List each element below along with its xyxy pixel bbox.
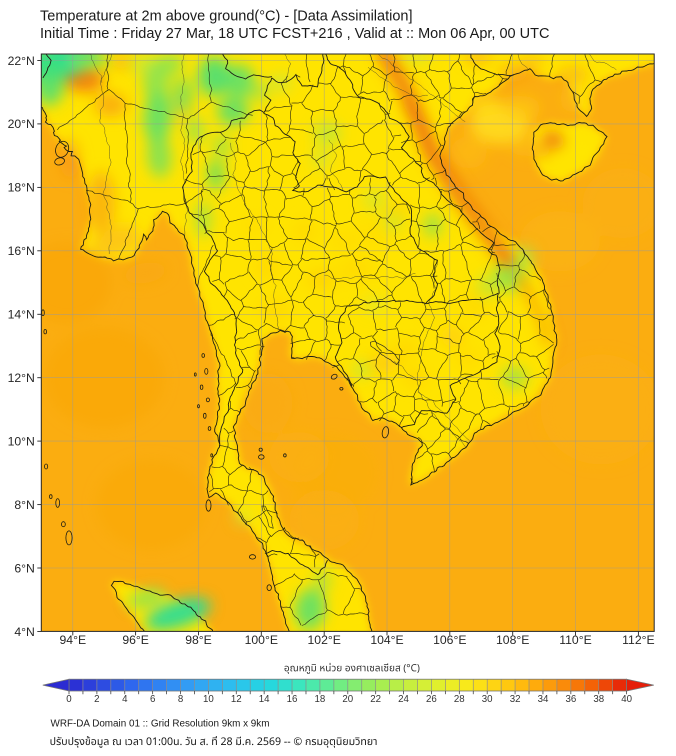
svg-text:6: 6: [150, 694, 155, 705]
svg-text:0: 0: [66, 694, 72, 705]
svg-text:28: 28: [454, 694, 465, 705]
svg-text:16°N: 16°N: [8, 244, 35, 258]
svg-text:4°N: 4°N: [14, 625, 34, 639]
svg-text:10°N: 10°N: [8, 434, 35, 448]
svg-text:8: 8: [178, 694, 183, 705]
svg-text:20: 20: [342, 694, 353, 705]
svg-text:98°E: 98°E: [185, 633, 212, 647]
svg-text:38: 38: [593, 694, 604, 705]
svg-text:20°N: 20°N: [8, 117, 35, 131]
svg-text:22: 22: [370, 694, 381, 705]
svg-text:108°E: 108°E: [496, 633, 529, 647]
svg-text:18°N: 18°N: [8, 181, 35, 195]
svg-text:WRF-DA Domain 01 :: Grid Resol: WRF-DA Domain 01 :: Grid Resolution 9km …: [51, 719, 270, 730]
svg-text:30: 30: [482, 694, 493, 705]
svg-text:2: 2: [94, 694, 99, 705]
svg-text:14: 14: [259, 694, 270, 705]
svg-text:112°E: 112°E: [622, 633, 654, 647]
svg-text:14°N: 14°N: [8, 308, 35, 322]
svg-text:110°E: 110°E: [559, 633, 591, 647]
svg-text:32: 32: [510, 694, 521, 705]
svg-text:26: 26: [426, 694, 437, 705]
svg-text:40: 40: [621, 694, 632, 705]
svg-text:6°N: 6°N: [14, 561, 34, 575]
svg-text:8°N: 8°N: [14, 498, 34, 512]
svg-text:12: 12: [231, 694, 242, 705]
svg-text:22°N: 22°N: [8, 54, 35, 68]
svg-text:10: 10: [203, 694, 214, 705]
svg-text:96°E: 96°E: [122, 633, 149, 647]
svg-text:24: 24: [398, 694, 409, 705]
svg-text:94°E: 94°E: [60, 633, 87, 647]
svg-text:34: 34: [538, 694, 549, 705]
svg-text:12°N: 12°N: [8, 371, 35, 385]
svg-text:Initial Time : Friday 27 Mar,: Initial Time : Friday 27 Mar, 18 UTC FCS…: [40, 26, 549, 42]
svg-text:36: 36: [565, 694, 576, 705]
svg-text:16: 16: [287, 694, 298, 705]
svg-text:18: 18: [315, 694, 326, 705]
svg-text:104°E: 104°E: [370, 633, 403, 647]
svg-text:102°E: 102°E: [308, 633, 341, 647]
svg-text:106°E: 106°E: [433, 633, 466, 647]
svg-text:100°E: 100°E: [245, 633, 278, 647]
svg-text:4: 4: [122, 694, 128, 705]
svg-text:Temperature at 2m above ground: Temperature at 2m above ground(°C) - [Da…: [40, 8, 413, 24]
